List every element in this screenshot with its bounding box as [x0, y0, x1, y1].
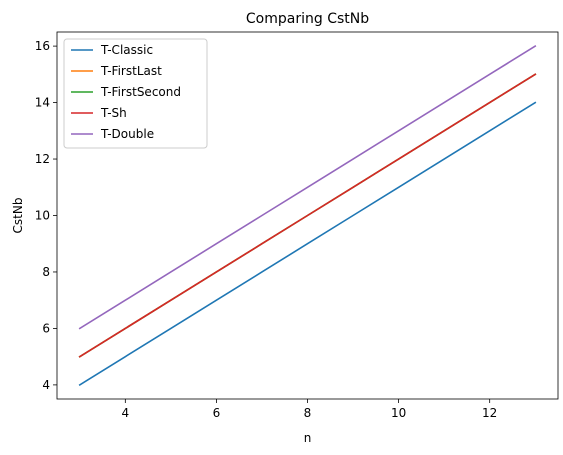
y-axis: 4 6 8 10 12 14 16	[35, 39, 57, 392]
x-tick-label: 10	[391, 406, 406, 420]
x-tick-label: 4	[121, 406, 129, 420]
x-axis: 4 6 8 10 12	[121, 399, 497, 420]
y-tick-label: 6	[42, 321, 50, 335]
y-tick-label: 8	[42, 265, 50, 279]
series-line-t-sh	[78, 73, 537, 358]
series-line-t-double	[78, 45, 537, 330]
y-tick-label: 10	[35, 209, 50, 223]
series-layer	[78, 45, 537, 386]
y-tick-label: 16	[35, 39, 50, 53]
x-axis-label: n	[304, 431, 312, 445]
y-axis-label: CstNb	[11, 198, 25, 234]
legend-box	[63, 38, 208, 149]
x-tick-label: 12	[482, 406, 497, 420]
series-line-t-classic	[78, 101, 537, 386]
legend: T-Classic T-FirstLast T-FirstSecond T-Sh T-D…	[63, 38, 208, 149]
legend-label-t-firstlast: T-FirstLast	[100, 64, 162, 78]
y-tick-label: 12	[35, 152, 50, 166]
y-tick-label: 4	[42, 378, 50, 392]
chart-title: Comparing CstNb	[246, 11, 369, 27]
legend-label-t-sh: T-Sh	[100, 106, 127, 120]
legend-label-t-double: T-Double	[100, 127, 154, 141]
y-tick-label: 14	[35, 96, 50, 110]
legend-label-t-firstsecond: T-FirstSecond	[100, 85, 181, 99]
x-tick-label: 6	[213, 406, 221, 420]
legend-label-t-classic: T-Classic	[100, 43, 153, 57]
x-tick-label: 8	[304, 406, 312, 420]
